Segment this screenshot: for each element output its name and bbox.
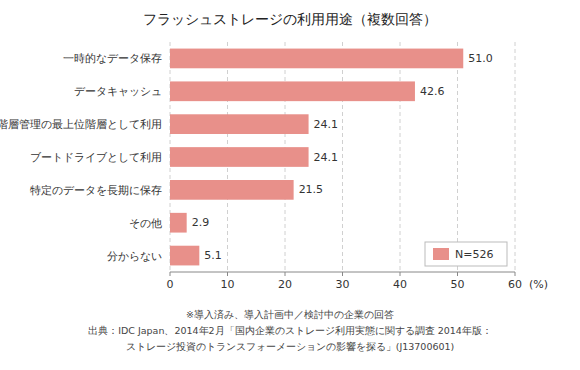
x-axis: 0 10 20 30 40 50 60 (%) <box>167 272 549 291</box>
tick-label: 10 <box>221 278 235 291</box>
data-label: 21.5 <box>299 183 324 196</box>
bar <box>170 246 199 266</box>
tick <box>400 272 401 276</box>
grid-line <box>342 42 343 272</box>
tick-label: 50 <box>451 278 465 291</box>
data-labels: 5.1 2.9 21.5 24.1 24.1 42.6 51.0 <box>192 52 493 262</box>
legend-swatch <box>433 248 449 260</box>
data-label: 24.1 <box>314 151 339 164</box>
category-label: データキャッシュ <box>74 85 162 97</box>
grid <box>170 42 515 272</box>
legend-label: N=526 <box>455 248 493 261</box>
category-label: ブートドライブとして利用 <box>30 151 162 163</box>
data-label: 2.9 <box>192 216 210 229</box>
tick-label: 30 <box>336 278 350 291</box>
tick <box>285 272 286 276</box>
grid-line <box>457 42 458 272</box>
legend: N=526 <box>425 242 507 266</box>
chart: フラッシュストレージの利用用途（複数回答） 5.1 2.9 21.5 24.1 24.1 4… <box>0 0 580 370</box>
category-label: その他 <box>129 217 162 229</box>
category-label: 分からない <box>107 250 162 262</box>
grid-line <box>400 42 401 272</box>
category-label: 一時的なデータ保存 <box>63 52 162 64</box>
tick-label: 60 <box>508 278 522 291</box>
tick <box>170 272 171 276</box>
footnotes: ※導入済み、導入計画中／検討中の企業の回答出典：IDC Japan、2014年2… <box>88 309 492 352</box>
tick-label: 0 <box>167 278 174 291</box>
bar <box>170 81 415 101</box>
bar <box>170 213 187 233</box>
tick <box>227 272 228 276</box>
bars <box>170 49 463 266</box>
tick <box>515 272 516 276</box>
footnote: ストレージ投資のトランスフォーメーションの影響を探る」(J13700601) <box>126 341 455 352</box>
data-label: 24.1 <box>314 118 339 131</box>
category-label: 階層管理の最上位階層として利用 <box>0 118 162 130</box>
y-axis: 分からない その他 特定のデータを長期に保存ブートドライブとして利用 階層管理の最上位… <box>0 52 162 261</box>
bar <box>170 49 463 69</box>
footnote: 出典：IDC Japan、2014年2月「国内企業のストレージ利用実態に関する調… <box>88 325 492 336</box>
tick <box>342 272 343 276</box>
tick-label: 40 <box>393 278 407 291</box>
tick <box>457 272 458 276</box>
data-label: 42.6 <box>420 85 445 98</box>
bar <box>170 180 294 200</box>
axis-label: (%) <box>529 278 548 291</box>
bar <box>170 147 309 167</box>
legend-frame <box>425 242 507 266</box>
grid-line <box>515 42 516 272</box>
tick-label: 20 <box>278 278 292 291</box>
data-label: 51.0 <box>468 52 493 65</box>
bar <box>170 114 309 134</box>
data-label: 5.1 <box>204 249 222 262</box>
footnote: ※導入済み、導入計画中／検討中の企業の回答 <box>186 309 394 320</box>
category-label: 特定のデータを長期に保存 <box>30 184 162 196</box>
title: フラッシュストレージの利用用途（複数回答） <box>143 11 437 27</box>
